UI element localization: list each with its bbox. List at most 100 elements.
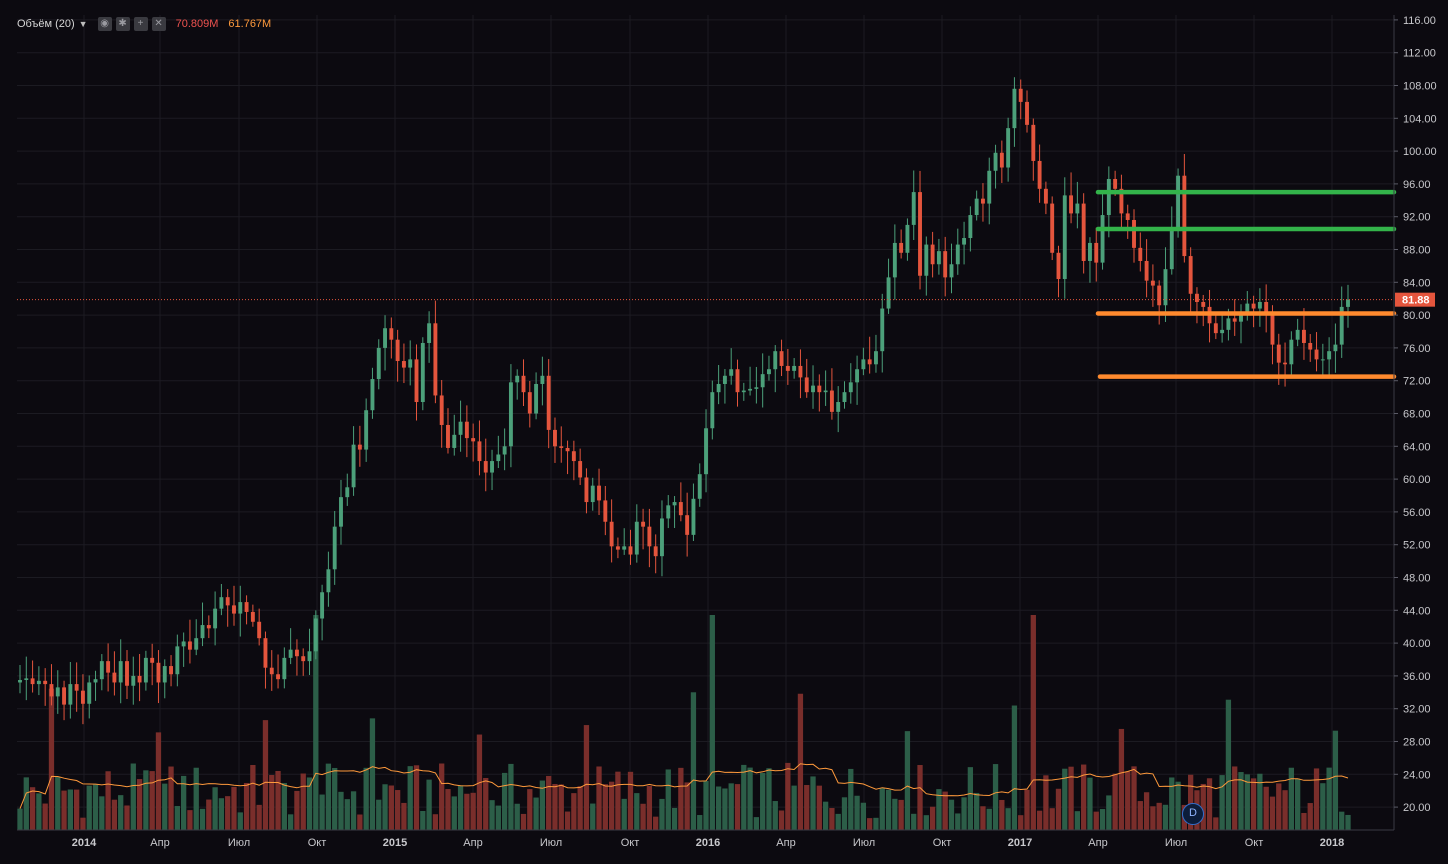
eye-icon[interactable]: ◉ [97,17,112,31]
candle-body [1308,342,1313,350]
candle-body [672,502,677,506]
candle-body [458,421,463,435]
volume-bar [319,794,325,830]
volume-bar [294,790,300,830]
candle-body [414,359,419,403]
volume-bar [1024,789,1030,830]
volume-bar [1049,808,1055,830]
candle-body [244,602,249,612]
candle-body [987,170,992,204]
candle-body [1081,203,1086,261]
volume-bar [715,786,722,830]
candle-body [112,672,117,683]
candle-body [955,244,960,265]
volume-bar [1005,808,1011,830]
candle-body [1075,203,1080,214]
plus-icon[interactable]: + [133,17,148,31]
candle-body [269,667,274,675]
volume-bar [80,817,86,830]
volume-bar [1307,803,1313,830]
candle-body [521,375,526,393]
volume-bar [627,771,634,830]
time-tick-label: 2016 [696,837,720,849]
price-tick-label: 108.00 [1403,81,1437,93]
candle-body [1346,299,1350,307]
volume-bar [829,808,835,830]
candle-body [842,392,847,403]
volume-bar [42,803,48,830]
candle-body [389,328,394,340]
candle-body [722,375,727,384]
volume-bar [1339,811,1345,830]
volume-bar [1074,811,1081,830]
volume-bar [457,785,464,830]
candle-body [1088,242,1092,261]
candle-body [1276,344,1281,363]
candle-body [118,661,123,683]
volume-bar [1257,773,1263,830]
candle-body [678,502,683,516]
volume-bar [797,693,804,830]
time-tick-label: Окт [933,837,952,849]
candle-body [804,377,809,393]
candle-body [559,446,564,448]
volume-bar [1030,615,1036,830]
volume-bar [225,796,231,830]
candle-body [439,395,444,425]
volume-bar [1118,728,1125,830]
volume-bar [854,795,860,830]
candle-body [911,192,916,225]
volume-bar [495,805,501,830]
candle-body [785,365,790,371]
candle-body [1006,128,1011,168]
candle-body [320,592,325,619]
volume-bar [1326,767,1332,830]
price-tick-label: 20.00 [1403,802,1431,814]
candle-body [1239,311,1243,322]
time-tick-label: Апр [150,837,169,849]
close-icon[interactable]: ✕ [151,17,166,31]
candle-body [660,518,664,557]
candle-body [18,680,22,683]
candle-body [546,375,551,430]
candle-body [106,661,111,673]
volume-bar [338,791,344,830]
time-tick-label: Окт [308,837,327,849]
candle-body [716,383,721,393]
volume-bar [111,799,118,830]
candle-body [483,461,488,473]
volume-indicator-name[interactable]: Объём (20) [17,18,75,30]
candle-body [150,657,155,663]
candle-body [968,215,973,239]
volume-bar [1068,766,1074,830]
volume-bar [168,766,174,830]
candle-body [87,682,92,704]
volume-bar [1313,768,1320,830]
candle-body [578,461,583,478]
candle-body [1150,280,1155,286]
volume-bar [86,785,92,830]
chevron-down-icon[interactable]: ▼ [78,19,88,29]
candle-body [930,244,935,265]
candle-body [169,666,174,675]
candle-body [540,375,545,384]
time-tick-label: Апр [776,837,795,849]
gear-icon[interactable]: ✱ [115,17,130,31]
time-tick-label: Июл [540,837,562,849]
candle-body [131,675,136,686]
candle-body [1283,362,1288,365]
volume-bar [149,771,155,830]
candle-body [1339,306,1344,345]
candle-body [301,656,306,662]
volume-bar [1175,781,1181,830]
volume-bar [451,796,457,830]
dividend-badge[interactable]: D [1182,803,1204,825]
volume-bar [1036,810,1043,830]
volume-bar [1043,775,1049,830]
candle-body [615,546,620,550]
candle-body [892,242,897,278]
candle-body [345,487,350,498]
volume-bar [684,782,690,830]
